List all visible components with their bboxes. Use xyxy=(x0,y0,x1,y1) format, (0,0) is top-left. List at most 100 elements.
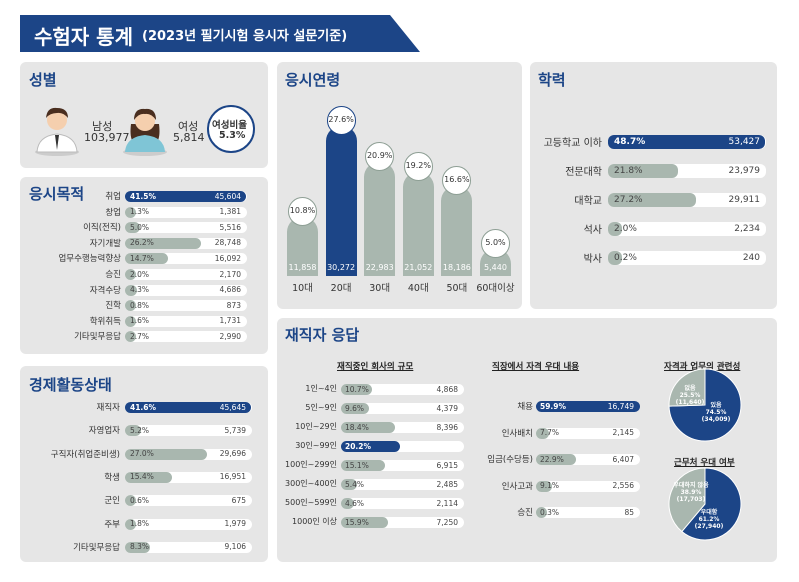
bar-percent: 14.7% xyxy=(130,253,154,263)
bar-value: 8,396 xyxy=(436,422,458,432)
education-panel xyxy=(530,62,777,309)
employed-title: 재직자 응답 xyxy=(285,326,360,344)
bar-value: 5,516 xyxy=(219,222,241,232)
bar-fill xyxy=(125,222,140,234)
bar-value: 675 xyxy=(231,495,246,505)
bar-fill xyxy=(125,331,136,343)
bar-percent: 59.9% xyxy=(540,401,567,411)
bar-fill xyxy=(536,507,547,518)
bar-value: 2,990 xyxy=(219,331,241,341)
bar-label: 1000인 이상 xyxy=(292,517,337,526)
bar-label: 이직(전직) xyxy=(83,223,121,234)
bar-percent: 10.7% xyxy=(345,384,369,394)
bar-label: 업무수행능력향상 xyxy=(58,254,121,265)
bar-fill xyxy=(125,253,168,265)
bar-percent: 0.2% xyxy=(614,253,637,263)
bar-fill xyxy=(125,269,136,280)
bar-track xyxy=(341,479,464,490)
bar-track xyxy=(341,498,464,509)
pie-label-line: 있음 xyxy=(710,402,722,409)
bar-percent: 1.8% xyxy=(130,519,150,528)
bar-fill xyxy=(125,237,202,249)
bar-value: 28,748 xyxy=(214,238,241,248)
bar-track xyxy=(341,384,464,395)
pie-label-line: (17,703) xyxy=(676,496,706,503)
bar-percent: 15.4% xyxy=(130,472,154,482)
bar-label: 고등학교 이하 xyxy=(543,138,602,149)
bar-label: 5인~9인 xyxy=(305,403,337,412)
pie-label-line: (34,009) xyxy=(701,416,731,423)
bar-percent: 20.2% xyxy=(345,441,372,451)
age-percent-bubble: 5.0% xyxy=(481,228,510,258)
pie-label-line: 우대하지 않음 xyxy=(673,482,709,489)
education-title: 학력 xyxy=(538,71,566,89)
bar-value: 873 xyxy=(226,300,241,310)
bar-track xyxy=(125,425,252,437)
bar-fill xyxy=(341,422,395,433)
preference-pie-title: 근무처 우대 여부 xyxy=(674,458,735,468)
pie-label-line: (11,640) xyxy=(675,399,705,406)
bar-percent: 18.4% xyxy=(345,422,369,432)
bar-label: 박사 xyxy=(583,254,602,265)
page-title: 수험자 통계 xyxy=(34,25,133,49)
bar-fill xyxy=(125,518,136,530)
bar-fill xyxy=(608,222,622,236)
male-label: 남성 xyxy=(92,120,113,133)
bar-label: 300인~400인 xyxy=(285,479,337,488)
bar-value: 7,250 xyxy=(436,517,458,527)
economic-title: 경제활동상태 xyxy=(29,376,112,394)
bar-label: 30인~99인 xyxy=(295,441,337,450)
male-value: 103,977 xyxy=(84,131,130,144)
purpose-title: 응시목적 xyxy=(29,185,85,203)
bar-percent: 48.7% xyxy=(614,137,646,147)
age-category: 40대 xyxy=(407,283,429,294)
bar-percent: 41.6% xyxy=(130,402,157,412)
bar-label: 승진 xyxy=(105,270,121,280)
bar-value: 6,915 xyxy=(436,460,458,470)
pie-label-line: 74.5% xyxy=(705,409,727,416)
bar-percent: 27.2% xyxy=(614,195,643,205)
bar-label: 창업 xyxy=(105,207,121,218)
bar-label: 자격수당 xyxy=(89,285,121,296)
bar-value: 1,731 xyxy=(219,316,241,326)
pie-slice-있음 xyxy=(668,368,742,442)
page-subtitle: (2023년 필기시험 응시자 설문기준) xyxy=(142,29,348,44)
age-percent-bubble: 19.2% xyxy=(403,151,433,181)
female-ratio-label: 여성비율 xyxy=(212,120,247,131)
bar-value: 2,114 xyxy=(436,498,458,508)
bar-label: 석사 xyxy=(583,225,602,236)
bar-label: 구직자(취업준비생) xyxy=(50,449,120,460)
age-percent-bubble: 10.8% xyxy=(288,197,317,227)
bar-track xyxy=(125,471,252,483)
bar-track xyxy=(608,251,766,265)
pie-slice-label: 있음 74.5% (34,009) xyxy=(692,402,740,423)
bar-percent: 26.2% xyxy=(130,238,154,248)
bar-label: 자기개발 xyxy=(89,238,121,249)
bar-track xyxy=(536,480,640,492)
bar-fill xyxy=(341,441,401,452)
bar-value: 29,911 xyxy=(728,195,761,205)
bar-percent: 0.8% xyxy=(130,300,150,310)
bar-fill xyxy=(608,193,696,207)
bar-track xyxy=(536,427,640,439)
bar-fill xyxy=(536,480,552,492)
bar-value: 23,979 xyxy=(728,166,761,176)
bar-label: 전문대학 xyxy=(565,167,602,178)
age-category: 50대 xyxy=(446,283,468,294)
bar-percent: 2.0% xyxy=(614,224,637,234)
age-bar xyxy=(325,126,357,276)
bar-fill xyxy=(608,251,622,265)
age-bar-count: 11,858 xyxy=(288,263,317,272)
bar-track xyxy=(536,507,640,518)
age-category: 20대 xyxy=(330,283,352,294)
age-percent-bubble: 27.6% xyxy=(326,106,356,136)
bar-value: 5,739 xyxy=(224,425,246,435)
bar-track xyxy=(125,518,252,530)
bar-percent: 4.3% xyxy=(130,285,150,295)
bar-percent: 15.1% xyxy=(345,460,369,470)
female-label: 여성 xyxy=(178,120,199,133)
bar-label: 임금(수당등) xyxy=(487,455,533,465)
bar-fill xyxy=(536,427,550,439)
bar-track xyxy=(341,441,464,452)
bar-percent: 5.0% xyxy=(130,222,150,232)
